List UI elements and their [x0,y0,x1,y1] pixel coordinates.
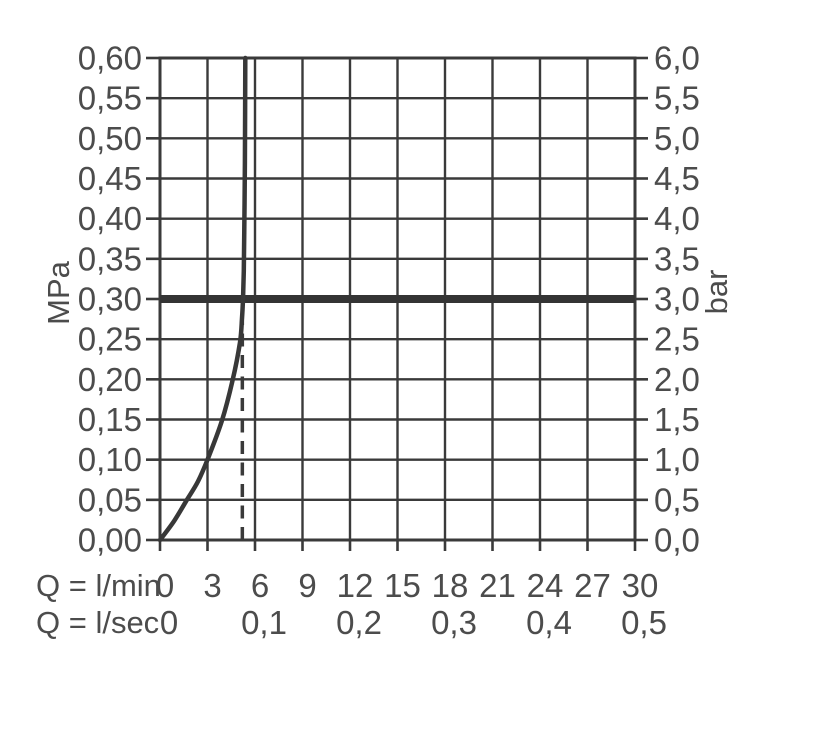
x-lsec-tick-label: 0,4 [526,604,572,641]
x-lsec-tick-label: 0,1 [241,604,287,641]
y-right-tick-label: 1,5 [654,401,700,438]
y-right-tick-label: 3,5 [654,240,700,277]
y-right-tick-label: 2,0 [654,361,700,398]
x-lmin-tick-label: 0 [156,567,174,604]
y-left-tick-label: 0,55 [78,80,142,117]
y-right-tick-label: 4,5 [654,160,700,197]
x-axis-lsec-name: Q = l/sec [36,605,160,640]
y-right-tick-label: 3,0 [654,281,700,318]
y-left-tick-label: 0,30 [78,281,142,318]
x-lmin-tick-label: 30 [622,567,659,604]
y-left-tick-label: 0,50 [78,120,142,157]
y-left-tick-label: 0,25 [78,321,142,358]
y-left-axis-unit-label: MPa [41,261,76,325]
x-lsec-tick-label: 0,2 [336,604,382,641]
x-lmin-tick-label: 9 [298,567,316,604]
y-right-tick-label: 1,0 [654,441,700,478]
x-lmin-tick-label: 18 [432,567,469,604]
y-left-tick-label: 0,45 [78,160,142,197]
y-left-tick-label: 0,05 [78,481,142,518]
y-left-tick-label: 0,10 [78,441,142,478]
x-lmin-tick-label: 3 [203,567,221,604]
y-right-tick-label: 0,5 [654,481,700,518]
x-lmin-tick-label: 6 [251,567,269,604]
y-left-tick-label: 0,20 [78,361,142,398]
y-right-tick-label: 5,5 [654,80,700,117]
x-lsec-tick-label: 0,3 [431,604,477,641]
x-lmin-tick-label: 21 [479,567,516,604]
y-right-tick-label: 6,0 [654,40,700,77]
x-lmin-tick-label: 24 [527,567,564,604]
y-left-tick-label: 0,00 [78,522,142,559]
y-left-tick-label: 0,40 [78,200,142,237]
x-lmin-tick-label: 12 [337,567,374,604]
x-lmin-tick-label: 27 [574,567,611,604]
y-right-tick-label: 2,5 [654,321,700,358]
y-right-tick-label: 5,0 [654,120,700,157]
y-left-tick-label: 0,60 [78,40,142,77]
y-left-tick-label: 0,15 [78,401,142,438]
y-right-tick-label: 0,0 [654,522,700,559]
x-lmin-tick-label: 15 [384,567,421,604]
y-left-tick-label: 0,35 [78,240,142,277]
y-right-tick-label: 4,0 [654,200,700,237]
x-lsec-tick-label: 0 [160,604,178,641]
x-axis-lmin-name: Q = l/min [36,568,161,603]
flow-characteristic-curve [157,55,248,543]
y-right-axis-unit-label: bar [699,269,734,315]
x-lsec-tick-label: 0,5 [621,604,667,641]
